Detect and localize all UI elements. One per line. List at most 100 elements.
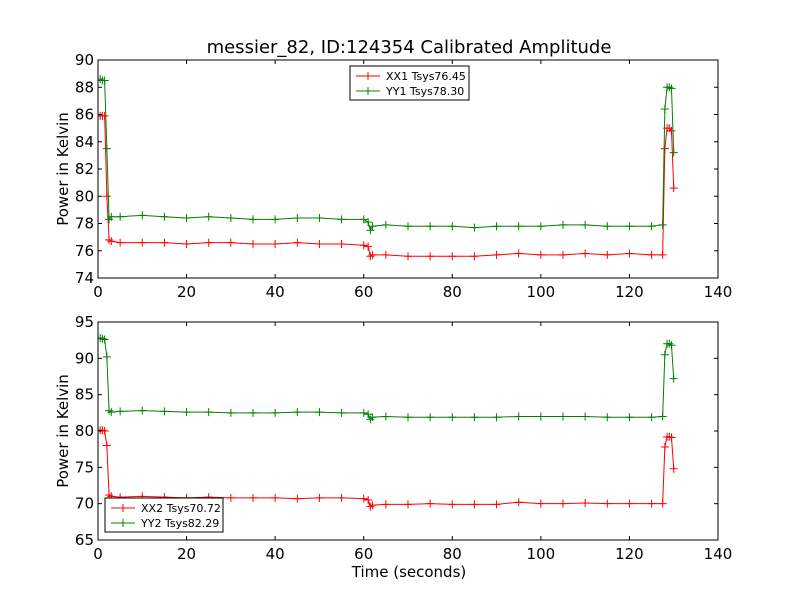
top-series-2-point — [669, 148, 678, 157]
bottom-series-2-point — [366, 415, 375, 424]
bottom-series-2-point — [102, 352, 111, 361]
top-series-2-point — [364, 218, 373, 227]
top-y-tick-label: 78 — [75, 215, 94, 233]
top-series-2-point — [249, 215, 257, 224]
top-legend-entry-1: XX1 Tsys76.45 — [356, 70, 466, 83]
top-series-1-point — [160, 238, 169, 247]
top-series-2-point — [448, 222, 457, 231]
bottom-series-1-point — [603, 499, 612, 508]
top-series-1-point — [536, 250, 545, 259]
top-x-tick-label: 120 — [615, 283, 644, 301]
top-legend-marker — [364, 87, 372, 95]
top-series-2 — [98, 75, 678, 235]
bottom-series-2-point — [581, 412, 590, 421]
bottom-series-2-point — [667, 341, 676, 350]
top-series-2-point — [102, 144, 111, 153]
bottom-series-2 — [98, 333, 678, 424]
bottom-legend-label: YY2 Tsys82.29 — [140, 517, 219, 530]
bottom-series-line-2 — [100, 337, 675, 421]
bottom-series-2-point — [381, 412, 390, 421]
bottom-series-1-point — [293, 494, 302, 503]
top-plot-area: 0 20 40 60 80 100 120 140 74 76 78 80 82 84 86 88 90 XX1 … — [75, 51, 732, 301]
bottom-y-tick-label: 75 — [75, 458, 94, 476]
bottom-x-tick-label: 40 — [266, 545, 285, 563]
top-y-tick-label: 90 — [75, 51, 94, 69]
top-x-tick-label: 60 — [354, 283, 373, 301]
top-series-2-point — [603, 222, 612, 231]
top-series-2-point — [667, 84, 676, 93]
bottom-series-1-point — [426, 499, 435, 508]
bottom-series-2-point — [660, 350, 669, 359]
bottom-series-2-point — [226, 408, 235, 417]
bottom-series-1-point — [559, 499, 567, 508]
bottom-series-2-point — [625, 413, 634, 422]
bottom-x-tick-label: 120 — [615, 545, 644, 563]
top-series-1-point — [625, 249, 634, 258]
chart-title: messier_82, ID:124354 Calibrated Amplitu… — [207, 37, 612, 58]
top-series-1-point — [667, 126, 676, 135]
bottom-series-2-point — [404, 413, 412, 422]
bottom-series-2-point — [669, 374, 678, 383]
bottom-series-2-point — [249, 408, 257, 417]
bottom-series-2-point — [271, 408, 280, 417]
top-y-tick-label: 84 — [75, 133, 94, 151]
bottom-x-tick-label: 0 — [93, 545, 103, 563]
bottom-series-2-point — [359, 408, 368, 417]
bottom-series-line-1 — [100, 429, 675, 508]
top-series-2-point — [315, 214, 324, 223]
bottom-series-1-point — [625, 499, 634, 508]
top-legend-box — [349, 65, 470, 101]
top-series-2-point — [470, 223, 479, 232]
bottom-series-2-point — [536, 412, 545, 421]
top-series-1-point — [105, 235, 114, 244]
bottom-series-1-point — [249, 493, 257, 502]
top-series-2-point — [138, 211, 147, 220]
bottom-legend-entry-2: YY2 Tsys82.29 — [111, 517, 219, 530]
top-series-2-point — [182, 214, 191, 223]
top-series-1-point — [492, 250, 501, 259]
top-series-2-point — [368, 222, 377, 231]
top-series-2-point — [271, 215, 280, 224]
top-y-axis-label: Power in Kelvin — [54, 112, 72, 226]
bottom-legend-marker — [119, 519, 127, 527]
top-series-2-point — [100, 76, 109, 85]
bottom-series-1-point — [514, 498, 523, 507]
top-x-tick-label: 100 — [527, 283, 556, 301]
top-series-1-point — [100, 111, 109, 120]
top-y-tick-label: 82 — [75, 160, 94, 178]
top-series-1-point — [107, 237, 116, 246]
top-series-2-point — [404, 222, 412, 231]
top-series-2-point — [160, 212, 169, 221]
top-series-1-point — [116, 238, 125, 247]
top-series-2-point — [559, 220, 567, 229]
bottom-series-1-point — [669, 464, 678, 473]
bottom-subplot: Power in Kelvin Time (seconds) 0 20 40 60 80… — [54, 313, 732, 581]
top-series-2-point — [204, 212, 213, 221]
bottom-legend-label: XX2 Tsys70.72 — [141, 502, 221, 515]
bottom-series-1-point — [492, 500, 501, 509]
bottom-series-2-point — [293, 408, 302, 417]
top-y-tick-label: 86 — [75, 106, 94, 124]
top-series-1-point — [102, 192, 111, 201]
bottom-series-2-point — [138, 406, 147, 415]
top-series-1-point — [559, 250, 567, 259]
bottom-x-tick-label: 80 — [443, 545, 462, 563]
bottom-series-1-point — [470, 500, 479, 509]
bottom-series-1-point — [581, 498, 590, 507]
bottom-series-1-point — [315, 493, 324, 502]
bottom-y-tick-label: 70 — [75, 495, 94, 513]
bottom-series-1-point — [102, 441, 111, 450]
bottom-series-2-point — [105, 406, 114, 415]
top-series-1-point — [204, 238, 213, 247]
bottom-series-1-point — [667, 433, 676, 442]
bottom-series-1-point — [368, 501, 377, 510]
bottom-series-2-point — [98, 333, 105, 342]
bottom-x-tick-label: 140 — [704, 545, 733, 563]
top-series-2-point — [426, 222, 435, 231]
top-series-1-point — [249, 239, 257, 248]
bottom-series-1 — [98, 426, 678, 511]
bottom-series-1-point — [647, 499, 656, 508]
top-x-tick-label: 140 — [704, 283, 733, 301]
top-series-2-point — [359, 215, 368, 224]
top-legend-label: XX1 Tsys76.45 — [386, 70, 466, 83]
